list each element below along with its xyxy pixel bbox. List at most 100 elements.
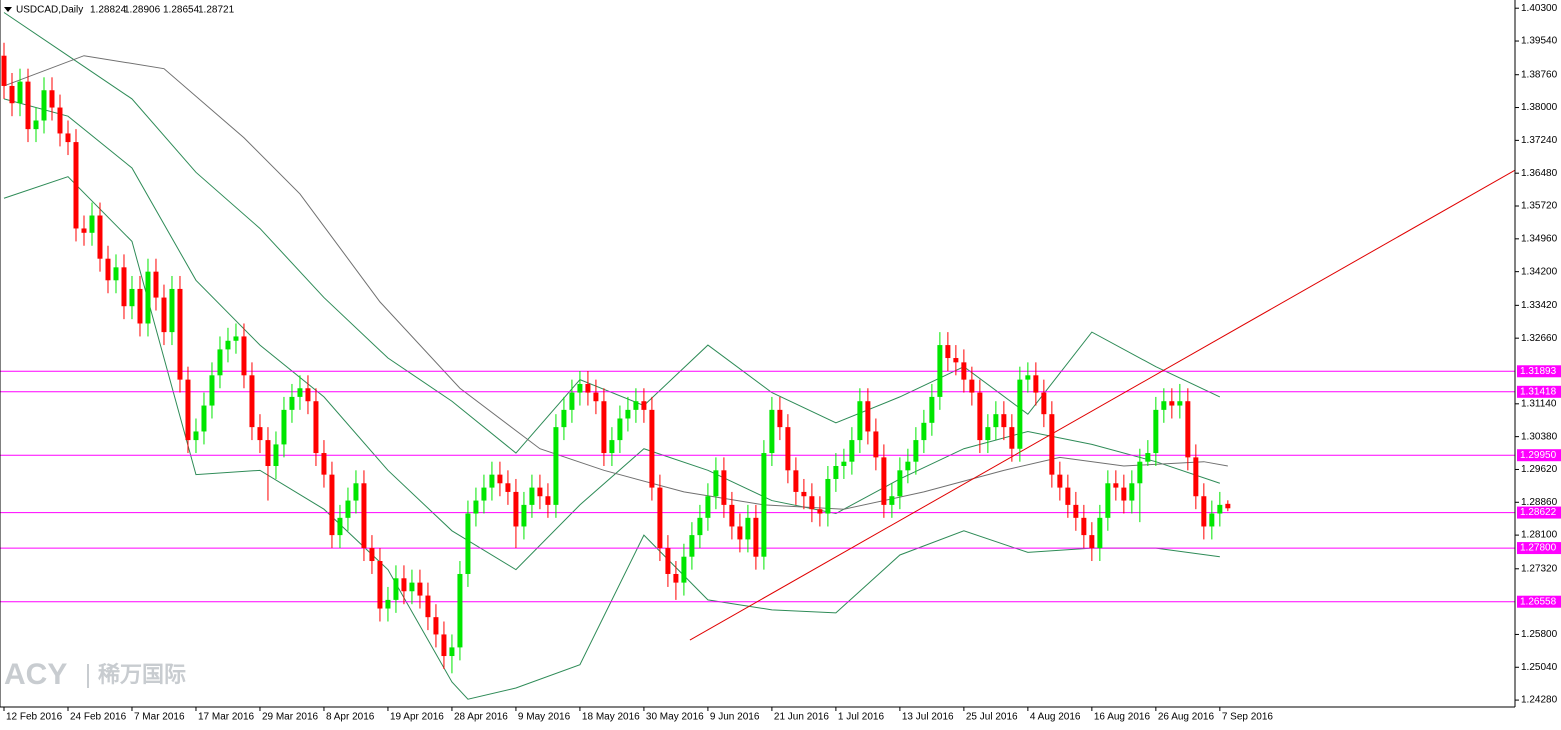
axes: 1.40300 1.39540 1.38760 1.38000 1.37240 1.364… [3,3,1561,723]
y-tick-label: 1.28860 [1521,497,1558,508]
x-tick-label: 7 Sep 2016 [1222,712,1274,723]
candle-body [1025,375,1031,380]
level-tag [1517,365,1561,378]
candle-body [1153,409,1159,454]
candle-body [1129,483,1135,501]
candle-body [353,483,359,501]
x-tick-label: 30 May 2016 [646,712,704,723]
candle-body [905,461,911,471]
candle-body [945,345,951,359]
x-tick-label: 26 Aug 2016 [1158,712,1215,723]
candle-body [753,517,759,557]
x-tick-label: 12 Feb 2016 [6,712,63,723]
candle-body [49,90,55,108]
candle-body [1073,504,1079,518]
candle-body [441,634,447,657]
candle-body [401,578,407,592]
x-tick-label: 19 Apr 2016 [390,712,444,723]
candle-body [57,107,63,134]
candle-body [1041,392,1047,415]
candle-body [145,271,151,324]
indicator-line [3,98,1220,571]
candle-body [785,427,791,471]
candle-body [801,491,807,497]
y-tick-label: 1.27320 [1521,563,1558,574]
candle-body [729,504,735,527]
candle-body [793,470,799,492]
candle-body [169,288,175,333]
candle-body [449,647,455,657]
candle-body [425,595,431,618]
header: USDCAD,Daily 1.28824 1.28906 1.28654 1.2… [4,5,235,16]
x-tick-label: 29 Mar 2016 [262,712,319,723]
indicator-line [3,12,1221,454]
candle-body [897,470,903,497]
x-tick-label: 13 Jul 2016 [902,712,954,723]
candle-body [257,427,263,441]
candle-body [585,383,591,393]
candle-body [745,517,751,540]
y-tick-label: 1.33420 [1521,300,1558,311]
candle-body [393,578,399,600]
x-tick-label: 21 Jun 2016 [774,712,829,723]
candle-body [25,81,31,130]
candle-body [377,561,383,609]
header-menu-icon [4,7,12,12]
y-tick-label: 1.34200 [1521,266,1558,277]
candle-body [273,444,279,467]
candle-body [1113,483,1119,488]
candle-body [665,548,671,574]
plot-area [0,12,1515,700]
watermark-name: 稀万国际 [98,662,186,687]
candle-body [833,466,839,479]
candle-body [1177,401,1183,406]
candle-body [313,401,319,454]
header-close: 1.28721 [198,5,235,16]
candle-body [89,215,95,233]
candle-body [33,120,39,130]
trendline [689,169,1515,641]
level-tag-label: 1.31418 [1520,386,1557,397]
candle-body [617,418,623,441]
level-tag [1517,385,1561,398]
level-tag-label: 1.26558 [1520,596,1557,607]
y-tick-label: 1.32660 [1521,333,1558,344]
candle-body [561,409,567,428]
candle-body [345,500,351,518]
candle-body [689,535,695,557]
candle-body [1105,483,1111,518]
y-tick-label: 1.34960 [1521,233,1558,244]
y-tick-label: 1.25040 [1521,662,1558,673]
candle-body [497,474,503,484]
candle-body [545,496,551,505]
candle-body [249,375,255,428]
candle-body [97,215,103,259]
candle-body [369,548,375,562]
candle-body [505,483,511,492]
candle-body [1049,414,1055,475]
candle-body [137,288,143,324]
candle-body [153,271,159,298]
candle-body [1097,517,1103,549]
x-tick-label: 17 Mar 2016 [198,712,255,723]
candle-body [385,599,391,609]
candle-body [657,487,663,549]
candle-body [625,409,631,419]
candle-body [721,470,727,505]
y-tick-label: 1.24280 [1521,695,1558,706]
candle-body [977,392,983,441]
candle-body [209,375,215,406]
candle-body [193,431,199,441]
candle-body [1137,461,1143,484]
candle-body [1201,496,1207,527]
candle-body [601,401,607,454]
candle-body [17,81,23,104]
candle-body [417,582,423,596]
x-tick-label: 7 Mar 2016 [134,712,185,723]
level-tag-label: 1.28622 [1520,507,1557,518]
level-tag-label: 1.27800 [1520,543,1557,554]
candle-body [513,491,519,527]
candle-body [817,509,823,514]
candle-body [265,440,271,467]
